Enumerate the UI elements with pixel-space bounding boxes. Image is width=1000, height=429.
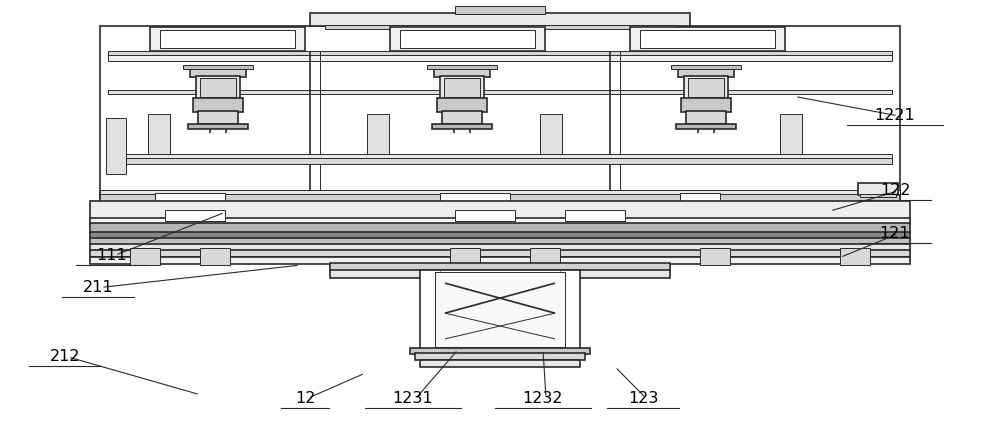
Bar (410, 348, 590, 354)
Text: 122: 122 (880, 184, 910, 198)
Bar (437, 98, 487, 112)
Text: 1231: 1231 (393, 391, 433, 405)
Bar (200, 78, 236, 97)
Bar (106, 118, 126, 174)
Text: 211: 211 (83, 280, 113, 295)
Bar (390, 27, 545, 51)
Bar (90, 218, 910, 224)
Bar (450, 248, 480, 265)
Bar (860, 194, 896, 197)
Bar (565, 210, 625, 221)
Bar (780, 114, 802, 154)
Text: 121: 121 (880, 227, 910, 241)
Bar (455, 210, 515, 221)
Bar (188, 124, 248, 129)
Bar (108, 90, 892, 94)
Bar (540, 114, 562, 154)
Bar (90, 238, 910, 245)
Bar (100, 190, 900, 194)
Bar (130, 248, 160, 265)
Bar (686, 111, 726, 124)
Bar (435, 272, 565, 347)
Bar (420, 270, 580, 350)
Text: 1221: 1221 (875, 109, 915, 123)
Bar (196, 76, 240, 99)
Bar (630, 27, 785, 51)
Bar (148, 114, 170, 154)
Bar (310, 13, 690, 26)
Bar (420, 360, 580, 367)
Bar (671, 65, 741, 69)
Bar (434, 69, 490, 77)
Text: 111: 111 (97, 248, 127, 263)
Bar (442, 111, 482, 124)
Bar (165, 210, 225, 221)
Bar (444, 78, 480, 97)
Bar (680, 193, 720, 201)
Bar (200, 248, 230, 265)
Bar (160, 30, 295, 48)
Bar (90, 244, 910, 251)
Bar (155, 193, 225, 201)
Bar (676, 124, 736, 129)
Bar (325, 25, 675, 29)
Bar (190, 69, 246, 77)
Bar (640, 30, 775, 48)
Bar (90, 201, 910, 219)
Bar (108, 55, 892, 61)
Bar (415, 353, 585, 360)
Bar (681, 98, 731, 112)
Bar (330, 270, 670, 278)
Bar (840, 248, 870, 265)
Bar (90, 257, 910, 264)
Bar (688, 78, 724, 97)
Bar (150, 27, 305, 51)
Bar (108, 51, 892, 56)
Bar (198, 111, 238, 124)
Bar (193, 98, 243, 112)
Bar (330, 263, 670, 271)
Bar (427, 65, 497, 69)
Bar (400, 30, 535, 48)
Bar (684, 76, 728, 99)
Text: 1232: 1232 (523, 391, 563, 405)
Bar (858, 183, 898, 195)
Text: 212: 212 (50, 350, 80, 364)
Bar (90, 250, 910, 257)
Bar (367, 114, 389, 154)
Bar (678, 69, 734, 77)
Bar (108, 158, 892, 164)
Bar (440, 193, 510, 201)
Bar (100, 26, 900, 202)
Text: 12: 12 (295, 391, 315, 405)
Bar (432, 124, 492, 129)
Text: 123: 123 (628, 391, 658, 405)
Bar (440, 76, 484, 99)
Bar (455, 6, 545, 14)
Bar (90, 223, 910, 233)
Bar (100, 193, 900, 202)
Bar (700, 248, 730, 265)
Bar (90, 232, 910, 239)
Bar (183, 65, 253, 69)
Bar (530, 248, 560, 265)
Bar (108, 154, 892, 159)
